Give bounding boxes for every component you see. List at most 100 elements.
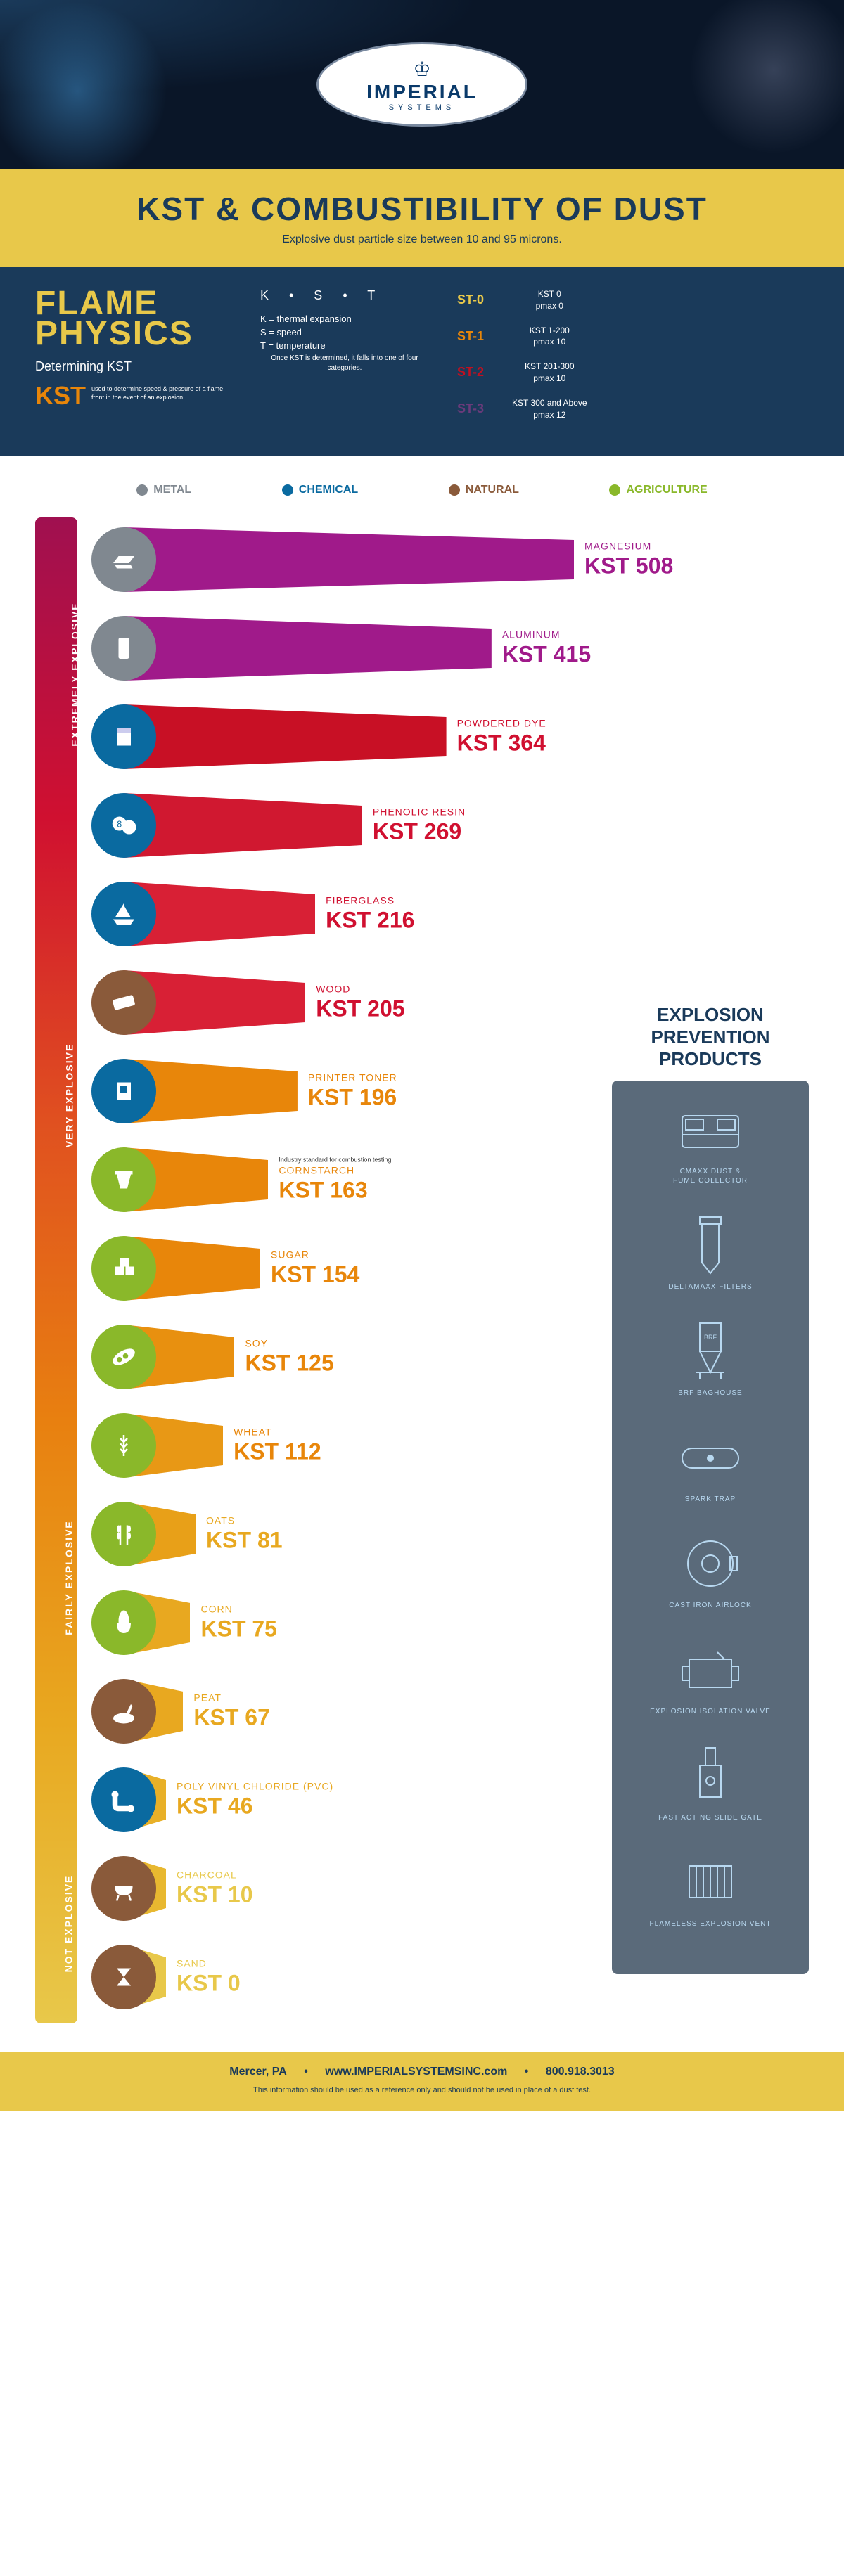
- material-kst: KST 75: [200, 1616, 276, 1642]
- product-item: SPARK TRAP: [622, 1426, 798, 1504]
- material-bar: MAGNESIUM KST 508: [91, 517, 809, 602]
- material-kst: KST 154: [271, 1262, 359, 1288]
- s-def: S = speed: [260, 327, 429, 337]
- flame-physics: FLAMEPHYSICS Determining KST KST used to…: [0, 267, 844, 456]
- product-item: FAST ACTING SLIDE GATE: [622, 1744, 798, 1822]
- legend-dot-icon: [609, 484, 620, 496]
- footer-url: www.IMPERIALSYSTEMSINC.com: [325, 2066, 507, 2078]
- product-icon: [622, 1850, 798, 1914]
- product-item: DELTAMAXX FILTERS: [622, 1213, 798, 1292]
- crown-icon: ♔: [413, 58, 430, 81]
- main-title: KST & COMBUSTIBILITY OF DUST: [21, 190, 823, 228]
- cubes-icon: [91, 1236, 156, 1301]
- product-name: FAST ACTING SLIDE GATE: [622, 1813, 798, 1822]
- box-icon: [91, 704, 156, 769]
- bar-wedge: [124, 527, 574, 592]
- kst-letters: K • S • T: [260, 288, 429, 303]
- material-kst: KST 205: [316, 996, 404, 1022]
- grill-icon: [91, 1856, 156, 1921]
- product-name: BRF BAGHOUSE: [622, 1389, 798, 1398]
- product-icon: [622, 1426, 798, 1489]
- legend-item: METAL: [136, 484, 191, 496]
- bar-wedge: [124, 616, 492, 681]
- material-name: FIBERGLASS: [326, 895, 414, 906]
- products-box: CMAXX DUST &FUME COLLECTOR DELTAMAXX FILT…: [612, 1081, 809, 1974]
- toner-icon: [91, 1059, 156, 1123]
- material-name: WHEAT: [234, 1427, 321, 1438]
- material-name: CORN: [200, 1604, 276, 1615]
- material-name: WOOD: [316, 984, 404, 995]
- product-name: EXPLOSION ISOLATION VALVE: [622, 1707, 798, 1716]
- product-name: CAST IRON AIRLOCK: [622, 1601, 798, 1610]
- header: ♔ IMPERIAL SYSTEMS: [0, 0, 844, 169]
- chart-section: METAL CHEMICAL NATURAL AGRICULTURE EXTREMEL…: [0, 456, 844, 2052]
- product-item: BRF BRF BAGHOUSE: [622, 1320, 798, 1398]
- hourglass-icon: [91, 1945, 156, 2009]
- logo-sub: SYSTEMS: [389, 103, 456, 112]
- title-bar: KST & COMBUSTIBILITY OF DUST Explosive d…: [0, 169, 844, 267]
- kst-desc: used to determine speed & pressure of a …: [91, 385, 232, 401]
- material-name: OATS: [206, 1515, 282, 1526]
- legend-dot-icon: [136, 484, 148, 496]
- material-name: SOY: [245, 1338, 333, 1349]
- material-kst: KST 415: [502, 642, 591, 668]
- footer-location: Mercer, PA: [229, 2066, 287, 2078]
- material-kst: KST 163: [279, 1178, 391, 1204]
- material-kst: KST 196: [308, 1085, 397, 1111]
- st-labels: ST-0ST-1ST-2ST-3: [457, 288, 484, 420]
- boat-icon: [91, 882, 156, 946]
- pipe-icon: [91, 1767, 156, 1832]
- pod-icon: [91, 1325, 156, 1389]
- material-bar: POWDERED DYE KST 364: [91, 695, 809, 779]
- material-kst: KST 112: [234, 1439, 321, 1465]
- oats-icon: [91, 1502, 156, 1566]
- products-panel: EXPLOSION PREVENTION PRODUCTS CMAXX DUST…: [612, 1004, 809, 1974]
- material-bar: ALUMINUM KST 415: [91, 606, 809, 690]
- shovel-icon: [91, 1679, 156, 1744]
- material-name: POLY VINYL CHLORIDE (PVC): [177, 1781, 333, 1792]
- legend-label: CHEMICAL: [299, 484, 358, 496]
- material-kst: KST 46: [177, 1793, 333, 1820]
- svg-text:BRF: BRF: [704, 1334, 717, 1341]
- bar-note: Industry standard for combustion testing: [279, 1157, 391, 1164]
- st-class: ST-0: [457, 292, 484, 307]
- svg-text:8: 8: [117, 820, 122, 830]
- st-class: ST-2: [457, 365, 484, 380]
- bar-wedge: [124, 704, 447, 769]
- product-icon: [622, 1098, 798, 1161]
- product-icon: BRF: [622, 1320, 798, 1383]
- product-name: DELTAMAXX FILTERS: [622, 1282, 798, 1292]
- legend-item: CHEMICAL: [282, 484, 358, 496]
- explosive-label: FAIRLY EXPLOSIVE: [63, 1520, 75, 1635]
- st-desc: KST 0pmax 0: [512, 288, 587, 312]
- legend-item: AGRICULTURE: [609, 484, 707, 496]
- once-note: Once KST is determined, it falls into on…: [260, 354, 429, 373]
- plank-icon: [91, 970, 156, 1035]
- material-kst: KST 0: [177, 1971, 241, 1997]
- material-name: PEAT: [193, 1692, 269, 1704]
- bar-wedge: [124, 793, 362, 858]
- explosive-label: EXTREMELY EXPLOSIVE: [70, 602, 81, 746]
- material-name: PRINTER TONER: [308, 1072, 397, 1083]
- wheat-icon: [91, 1413, 156, 1478]
- material-kst: KST 81: [206, 1528, 282, 1554]
- material-kst: KST 10: [177, 1882, 252, 1908]
- product-name: FLAMELESS EXPLOSION VENT: [622, 1919, 798, 1928]
- legend-label: AGRICULTURE: [626, 484, 707, 496]
- product-item: FLAMELESS EXPLOSION VENT: [622, 1850, 798, 1928]
- explosive-scale: EXTREMELY EXPLOSIVEVERY EXPLOSIVEFAIRLY …: [35, 517, 77, 2023]
- product-item: CMAXX DUST &FUME COLLECTOR: [622, 1098, 798, 1185]
- flame-h2: PHYSICS: [35, 315, 193, 352]
- material-kst: KST 216: [326, 908, 414, 934]
- material-kst: KST 364: [457, 730, 546, 756]
- legend-label: NATURAL: [466, 484, 519, 496]
- material-kst: KST 508: [584, 553, 673, 579]
- st-desc: KST 300 and Abovepmax 12: [512, 397, 587, 421]
- product-icon: [622, 1213, 798, 1277]
- explosive-label: NOT EXPLOSIVE: [63, 1875, 74, 1973]
- kst-label: KST: [35, 381, 86, 411]
- product-icon: [622, 1744, 798, 1808]
- product-icon: [622, 1638, 798, 1701]
- st-class: ST-1: [457, 329, 484, 344]
- material-name: MAGNESIUM: [584, 541, 673, 552]
